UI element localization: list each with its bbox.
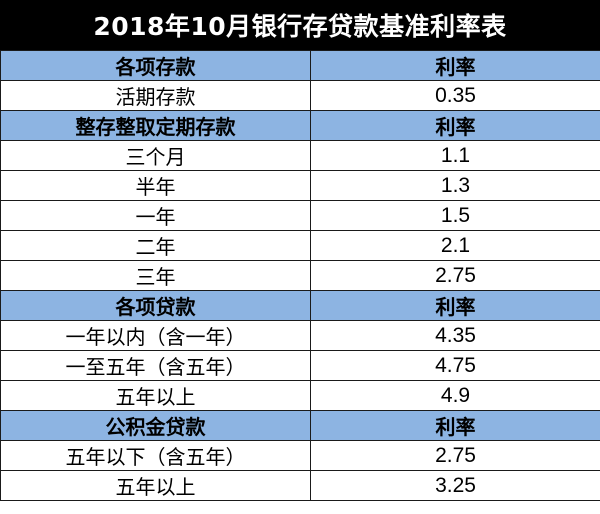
rate-table-body: 各项存款 利率 活期存款 0.35 整存整取定期存款 利率 三个月 1.1 半年 1.3 一年 1.5…	[0, 50, 600, 501]
table-row: 一年 1.5	[0, 200, 600, 231]
row-rate: 2.75	[310, 440, 600, 471]
table-row: 五年以上 4.9	[0, 380, 600, 411]
section-header-row: 各项存款 利率	[0, 50, 600, 81]
row-rate: 1.5	[310, 200, 600, 231]
row-name: 五年以上	[0, 380, 311, 411]
row-rate: 4.35	[310, 320, 600, 351]
section-header-row: 公积金贷款 利率	[0, 410, 600, 441]
section-header-rate: 利率	[310, 50, 600, 81]
table-row: 五年以下（含五年） 2.75	[0, 440, 600, 471]
section-header-rate: 利率	[310, 110, 600, 141]
table-row: 一至五年（含五年） 4.75	[0, 350, 600, 381]
section-header-rate: 利率	[310, 410, 600, 441]
row-name: 二年	[0, 230, 311, 261]
table-row: 活期存款 0.35	[0, 80, 600, 111]
table-row: 五年以上 3.25	[0, 470, 600, 501]
row-name: 五年以上	[0, 470, 311, 501]
row-name: 一至五年（含五年）	[0, 350, 311, 381]
row-rate: 1.3	[310, 170, 600, 201]
section-header-name: 整存整取定期存款	[0, 110, 311, 141]
row-rate: 0.35	[310, 80, 600, 111]
section-header-name: 各项贷款	[0, 290, 311, 321]
row-name: 一年	[0, 200, 311, 231]
row-name: 三个月	[0, 140, 311, 171]
table-row: 三年 2.75	[0, 260, 600, 291]
rate-table: 各项存款 利率 活期存款 0.35 整存整取定期存款 利率 三个月 1.1 半年 1.3 一年 1.5…	[0, 50, 600, 501]
table-title: 2018年10月银行存贷款基准利率表	[0, 0, 600, 50]
row-rate: 4.9	[310, 380, 600, 411]
table-row: 二年 2.1	[0, 230, 600, 261]
section-header-row: 整存整取定期存款 利率	[0, 110, 600, 141]
section-header-rate: 利率	[310, 290, 600, 321]
row-rate: 4.75	[310, 350, 600, 381]
row-name: 活期存款	[0, 80, 311, 111]
row-name: 半年	[0, 170, 311, 201]
row-rate: 1.1	[310, 140, 600, 171]
row-name: 五年以下（含五年）	[0, 440, 311, 471]
section-header-row: 各项贷款 利率	[0, 290, 600, 321]
row-rate: 2.75	[310, 260, 600, 291]
section-header-name: 公积金贷款	[0, 410, 311, 441]
row-rate: 3.25	[310, 470, 600, 501]
table-row: 半年 1.3	[0, 170, 600, 201]
section-header-name: 各项存款	[0, 50, 311, 81]
row-name: 三年	[0, 260, 311, 291]
table-row: 三个月 1.1	[0, 140, 600, 171]
table-row: 一年以内（含一年） 4.35	[0, 320, 600, 351]
row-rate: 2.1	[310, 230, 600, 261]
row-name: 一年以内（含一年）	[0, 320, 311, 351]
